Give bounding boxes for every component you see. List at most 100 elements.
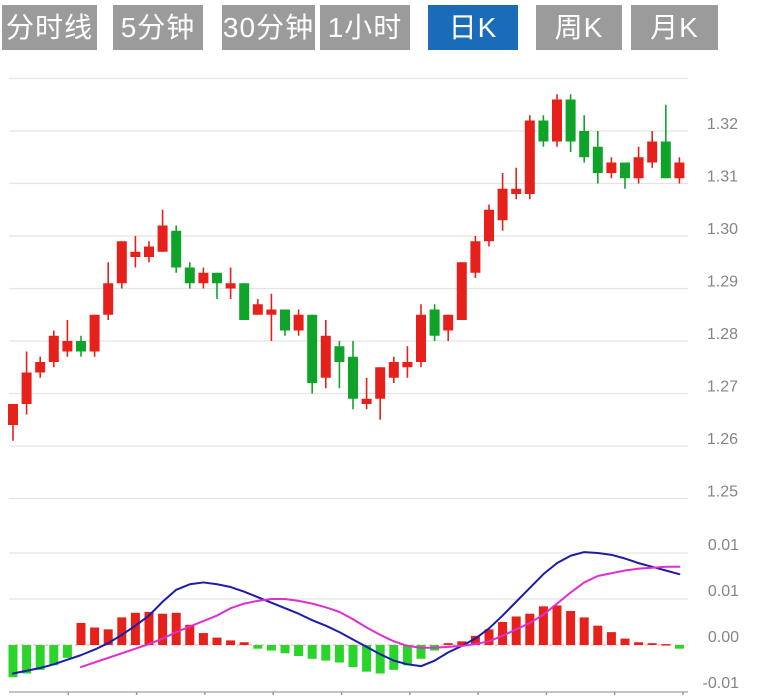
macd-bar (362, 645, 372, 672)
tab-1[interactable]: 分时线 (2, 5, 97, 50)
candle-body (388, 362, 399, 378)
candle-body (456, 262, 467, 320)
candle-body (361, 398, 372, 404)
macd-axis-label: -0.01 (703, 675, 740, 692)
macd-bar (538, 606, 548, 645)
macd-bar (307, 645, 317, 659)
candle-body (660, 141, 671, 179)
chart-svg: 1.32 1.31 1.30 1.29 1.28 1.27 1.26 1.25 0.01 0.01… (8, 77, 740, 695)
macd-bar (144, 611, 154, 645)
macd-bar (620, 638, 630, 645)
macd-bar (484, 629, 494, 645)
candle-body (280, 309, 290, 331)
macd-bar (49, 645, 59, 666)
candle-body (592, 146, 603, 173)
tab-3[interactable]: 30分钟 (222, 5, 315, 50)
candle-body (212, 272, 222, 284)
candle-body (565, 99, 576, 142)
candle-body (620, 162, 630, 179)
price-axis-label: 1.27 (707, 379, 738, 396)
macd-bar (90, 627, 100, 645)
macd-bar (647, 643, 657, 645)
tab-6[interactable]: 周K (536, 5, 622, 50)
price-axis-label: 1.31 (707, 169, 738, 186)
price-axis-label: 1.29 (707, 274, 738, 291)
candle-body (334, 346, 345, 362)
candle-body (647, 141, 658, 163)
candle-body (198, 272, 209, 284)
tab-7[interactable]: 月K (631, 5, 718, 50)
macd-axis-label: 0.01 (708, 583, 739, 600)
macd-bar (280, 645, 290, 654)
macd-bar (470, 635, 480, 645)
tab-2[interactable]: 5分钟 (113, 5, 203, 50)
tab-4[interactable]: 1小时 (320, 5, 410, 50)
chart-area: 1.32 1.31 1.30 1.29 1.28 1.27 1.26 1.25 0.01 0.01… (0, 55, 760, 695)
tab-bar: 分时线 5分钟 30分钟 1小时 日K 周K 月K (0, 5, 760, 51)
macd-bar (402, 645, 412, 666)
candle-body (239, 283, 250, 320)
macd-bar (158, 613, 168, 645)
candle-body (320, 335, 331, 378)
candle-body (348, 356, 358, 399)
candle-body (552, 99, 562, 142)
macd-bar (375, 645, 385, 674)
macd-bar (239, 642, 249, 645)
macd-bar (348, 645, 358, 668)
candle-body (524, 120, 535, 194)
macd-bar (566, 610, 576, 645)
macd-bar (76, 622, 86, 645)
macd-axis-label: 0.01 (708, 537, 739, 554)
macd-bar (35, 645, 45, 670)
candle-body (184, 267, 195, 284)
macd-bar (634, 642, 644, 645)
candle-body (62, 341, 73, 352)
dea-line (80, 565, 681, 669)
candle-body (266, 309, 277, 315)
candle-body (21, 372, 32, 404)
macd-bar (525, 613, 535, 645)
candle-body (538, 120, 549, 142)
macd-bar (62, 645, 72, 658)
macd-bar (198, 633, 208, 645)
macd-bar (185, 624, 195, 645)
candle-body (144, 246, 154, 257)
candle-body (116, 241, 127, 284)
macd-bar (416, 645, 426, 659)
price-axis-label: 1.26 (707, 431, 738, 448)
macd-bar (130, 612, 140, 645)
candle-body (48, 335, 59, 362)
macd-bar (457, 641, 467, 645)
candle-body (402, 362, 413, 368)
price-axis-label: 1.28 (707, 326, 738, 343)
candle-body (171, 230, 182, 268)
candle-body (606, 162, 617, 173)
macd-bar (511, 616, 521, 645)
candle-body (484, 209, 494, 242)
candle-body (674, 162, 685, 179)
candle-body (89, 314, 100, 352)
dif-line (12, 551, 681, 675)
candle-body (130, 251, 141, 257)
macd-bar (253, 645, 263, 649)
candle-body (157, 225, 168, 252)
macd-bar (294, 645, 304, 657)
candle-body (225, 283, 236, 289)
macd-bar (498, 622, 508, 645)
price-axis-label: 1.32 (707, 116, 738, 133)
candle-body (76, 341, 86, 352)
candle-body (252, 304, 263, 315)
candle-body (103, 283, 114, 315)
candle-body (293, 314, 304, 331)
macd-bar (103, 629, 113, 645)
macd-bar (674, 645, 684, 649)
tab-5[interactable]: 日K (428, 5, 518, 50)
candle-body (375, 367, 386, 399)
macd-axis-label: 0.00 (708, 629, 739, 646)
macd-bar (579, 617, 589, 645)
macd-bar (389, 645, 399, 670)
candle-body (470, 241, 481, 273)
macd-bar (171, 612, 181, 645)
candle-body (8, 404, 18, 425)
macd-bar (117, 617, 127, 645)
